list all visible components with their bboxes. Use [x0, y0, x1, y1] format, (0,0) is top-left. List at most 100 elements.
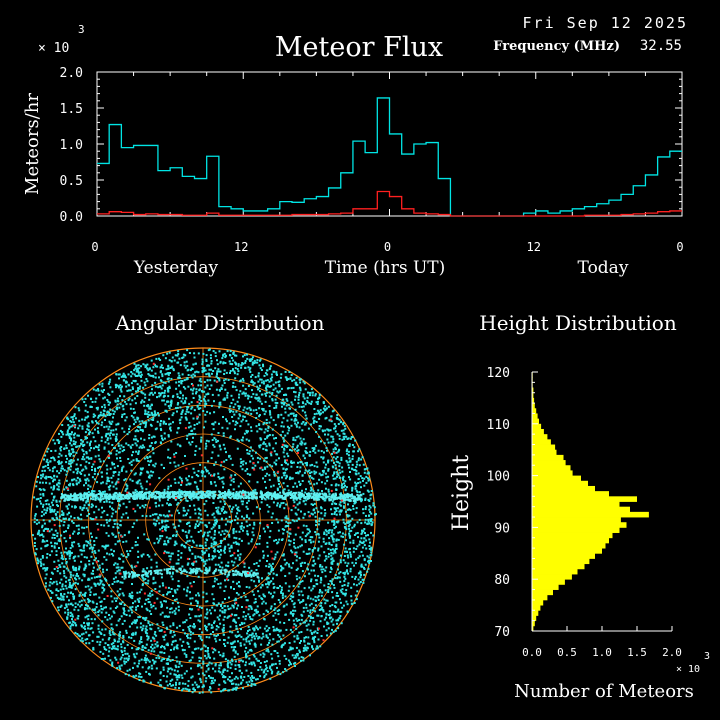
angular-point — [348, 476, 350, 479]
angular-point — [91, 468, 93, 471]
angular-point — [65, 560, 68, 563]
angular-point — [205, 358, 208, 361]
angular-point — [250, 678, 253, 681]
flux-ytick-label: 2.0 — [60, 66, 83, 81]
angular-point — [84, 431, 87, 434]
angular-point — [231, 363, 234, 366]
angular-point — [106, 521, 109, 524]
angular-point — [265, 387, 267, 390]
angular-point — [169, 461, 172, 464]
angular-point — [115, 433, 118, 436]
angular-point — [333, 513, 336, 515]
angular-point — [77, 434, 80, 437]
angular-point — [292, 499, 295, 502]
angular-point — [317, 449, 320, 452]
angular-point — [137, 371, 140, 374]
angular-point — [72, 593, 74, 596]
angular-point — [68, 437, 71, 440]
angular-point — [111, 553, 114, 555]
angular-point — [81, 579, 84, 582]
angular-point — [62, 595, 65, 598]
angular-point — [276, 672, 279, 675]
angular-point — [336, 473, 339, 476]
angular-point — [142, 553, 145, 556]
angular-point — [348, 508, 351, 511]
angular-point — [276, 666, 278, 669]
angular-point — [237, 635, 240, 637]
angular-point — [251, 675, 254, 677]
angular-point — [315, 461, 318, 464]
angular-point — [263, 595, 266, 597]
angular-point — [103, 598, 106, 600]
angular-point — [219, 361, 222, 364]
angular-point — [195, 388, 198, 391]
angular-point — [312, 504, 314, 506]
angular-point — [271, 376, 274, 379]
angular-point — [255, 543, 258, 546]
angular-point — [354, 439, 357, 442]
angular-point — [131, 386, 134, 389]
angular-point — [164, 403, 167, 406]
angular-point — [55, 500, 58, 503]
angular-point — [314, 574, 317, 577]
angular-point — [112, 474, 115, 477]
angular-point — [277, 670, 280, 673]
angular-point — [205, 439, 208, 442]
angular-point — [41, 475, 44, 478]
angular-point — [262, 613, 265, 616]
angular-point — [113, 597, 116, 600]
angular-point — [368, 538, 371, 541]
angular-point — [129, 407, 132, 410]
angular-point — [293, 640, 296, 643]
angular-point — [342, 486, 345, 489]
angular-point — [115, 481, 118, 484]
angular-point — [223, 379, 225, 382]
angular-point — [298, 391, 301, 394]
angular-point — [84, 594, 86, 597]
angular-point — [96, 427, 99, 430]
angular-point — [294, 398, 296, 401]
angular-point — [125, 416, 128, 419]
angular-point — [128, 500, 131, 503]
angular-point — [226, 350, 229, 353]
angular-point — [344, 427, 347, 430]
angular-point — [98, 393, 101, 396]
angular-point — [264, 530, 266, 533]
angular-point — [339, 471, 342, 474]
angular-point — [328, 537, 331, 540]
angular-point — [33, 545, 36, 547]
angular-point — [340, 591, 343, 594]
angular-point — [97, 454, 100, 457]
angular-point — [116, 640, 119, 643]
angular-point — [299, 381, 302, 384]
angular-point — [60, 551, 63, 554]
angular-point — [293, 501, 296, 504]
angular-point — [178, 674, 181, 677]
angular-point — [156, 623, 159, 626]
angular-point — [243, 676, 246, 678]
angular-point — [232, 649, 235, 652]
angular-point — [260, 501, 263, 504]
angular-point — [317, 614, 320, 617]
angular-point — [362, 540, 365, 543]
angular-point — [47, 464, 49, 466]
angular-point — [335, 513, 338, 516]
angular-point — [213, 379, 216, 382]
angular-point — [354, 501, 357, 504]
angular-point — [44, 544, 47, 547]
angular-point — [309, 654, 311, 657]
angular-point — [117, 400, 120, 403]
angular-point — [310, 589, 313, 592]
angular-point — [288, 535, 290, 538]
angular-point — [73, 597, 75, 600]
angular-point — [262, 655, 265, 658]
angular-point — [86, 598, 89, 601]
angular-point — [218, 370, 220, 373]
angular-point — [297, 398, 300, 401]
angular-point — [135, 674, 138, 677]
angular-point — [322, 411, 324, 414]
angular-point — [194, 371, 197, 374]
angular-point — [268, 410, 271, 413]
angular-point — [86, 477, 89, 480]
angular-point — [226, 427, 229, 430]
